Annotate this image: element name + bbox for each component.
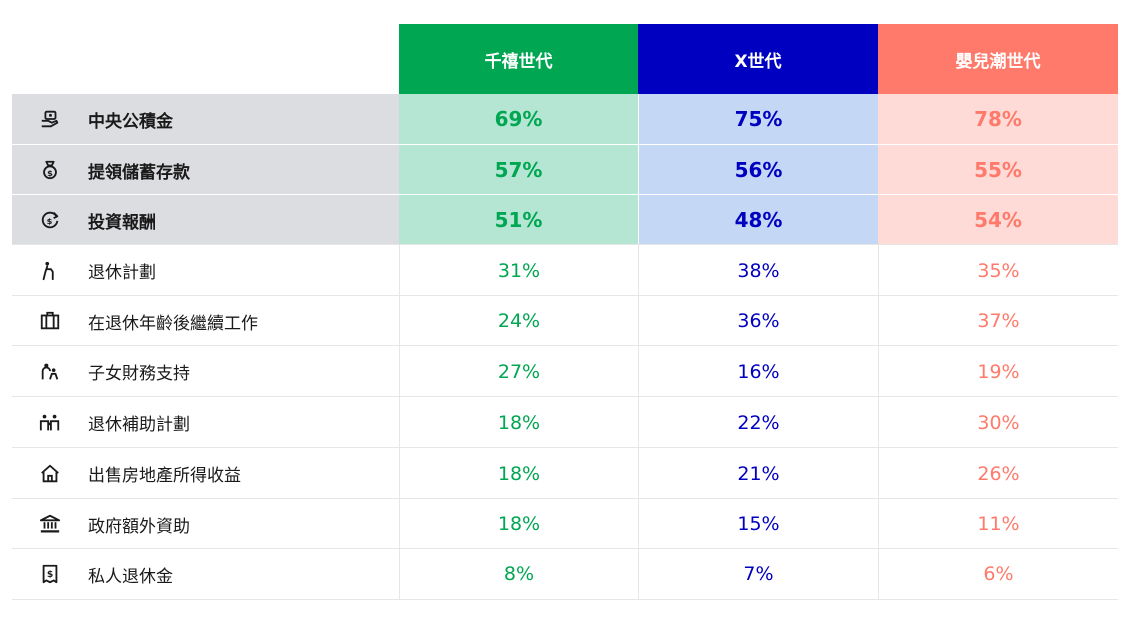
row-label-cell: 退休計劃 (12, 245, 399, 296)
table-row: 政府額外資助 18% 15% 11% (12, 498, 1118, 549)
svg-text:$: $ (47, 168, 53, 178)
table-row: $ 提領儲蓄存款 57% 56% 55% (12, 144, 1118, 195)
row-label-cell: 政府額外資助 (12, 499, 399, 549)
row-label-cell: $ 提領儲蓄存款 (12, 145, 399, 195)
briefcase-icon (12, 310, 88, 332)
row-label-cell: 在退休年齡後繼續工作 (12, 296, 399, 346)
row-label: 在退休年齡後繼續工作 (88, 313, 258, 334)
row-label-cell: 中央公積金 (12, 94, 399, 144)
row-label: 投資報酬 (88, 212, 156, 233)
value-cell: 18% (399, 397, 638, 448)
value-cell: 11% (878, 499, 1118, 549)
row-label: 退休計劃 (88, 263, 156, 283)
money-bag-icon: $ (12, 159, 88, 181)
receipt-dollar-icon: $ (12, 563, 88, 585)
table-row: $ 私人退休金 8% 7% 6% (12, 548, 1118, 600)
table-row: 在退休年齡後繼續工作 24% 36% 37% (12, 295, 1118, 346)
row-label-cell: $ 私人退休金 (12, 549, 399, 599)
value-cell: 37% (878, 296, 1118, 346)
row-label-cell: 子女財務支持 (12, 346, 399, 397)
row-label: 提領儲蓄存款 (88, 162, 190, 183)
value-cell: 35% (878, 245, 1118, 296)
value-cell: 22% (638, 397, 878, 448)
row-label: 退休補助計劃 (88, 415, 190, 435)
row-label-cell: 出售房地產所得收益 (12, 448, 399, 499)
row-label: 出售房地產所得收益 (88, 466, 241, 486)
row-label: 私人退休金 (88, 566, 173, 587)
value-cell: 24% (399, 296, 638, 346)
value-cell: 19% (878, 346, 1118, 397)
row-label-cell: 退休補助計劃 (12, 397, 399, 448)
house-icon (12, 463, 88, 485)
svg-text:$: $ (47, 216, 53, 226)
value-cell: 56% (638, 145, 878, 195)
value-cell: 15% (638, 499, 878, 549)
row-label: 中央公積金 (88, 111, 173, 132)
value-cell: 26% (878, 448, 1118, 499)
elderly-person-icon (12, 260, 88, 282)
value-cell: 30% (878, 397, 1118, 448)
svg-text:$: $ (47, 569, 53, 580)
table-row: $ 投資報酬 51% 48% 54% (12, 194, 1118, 245)
value-cell: 51% (399, 195, 638, 245)
value-cell: 57% (399, 145, 638, 195)
table-row: 退休計劃 31% 38% 35% (12, 244, 1118, 296)
value-cell: 6% (878, 549, 1118, 599)
parent-child-icon (12, 361, 88, 383)
table-row: 退休補助計劃 18% 22% 30% (12, 396, 1118, 448)
value-cell: 78% (878, 94, 1118, 144)
value-cell: 16% (638, 346, 878, 397)
value-cell: 18% (399, 499, 638, 549)
family-icon (12, 412, 88, 434)
table-row: 子女財務支持 27% 16% 19% (12, 345, 1118, 397)
column-header-0: 千禧世代 (399, 24, 638, 94)
column-header-2: 嬰兒潮世代 (878, 24, 1118, 94)
value-cell: 31% (399, 245, 638, 296)
row-label-cell: $ 投資報酬 (12, 195, 399, 245)
value-cell: 75% (638, 94, 878, 144)
row-label: 子女財務支持 (88, 364, 190, 384)
row-label: 政府額外資助 (88, 516, 190, 537)
table-row: 中央公積金 69% 75% 78% (12, 94, 1118, 144)
table-row: 出售房地產所得收益 18% 21% 26% (12, 447, 1118, 499)
value-cell: 55% (878, 145, 1118, 195)
value-cell: 38% (638, 245, 878, 296)
value-cell: 36% (638, 296, 878, 346)
value-cell: 48% (638, 195, 878, 245)
value-cell: 54% (878, 195, 1118, 245)
value-cell: 7% (638, 549, 878, 599)
value-cell: 8% (399, 549, 638, 599)
dollar-return-icon: $ (12, 209, 88, 231)
column-header-1: X世代 (638, 24, 878, 94)
hand-money-icon (12, 108, 88, 130)
value-cell: 21% (638, 448, 878, 499)
value-cell: 27% (399, 346, 638, 397)
value-cell: 18% (399, 448, 638, 499)
retirement-income-table: 千禧世代 X世代 嬰兒潮世代中央公積金 69% 75% 78% $ 提領儲蓄存款 57% 56% 5… (12, 24, 1118, 600)
government-building-icon (12, 513, 88, 535)
value-cell: 69% (399, 94, 638, 144)
